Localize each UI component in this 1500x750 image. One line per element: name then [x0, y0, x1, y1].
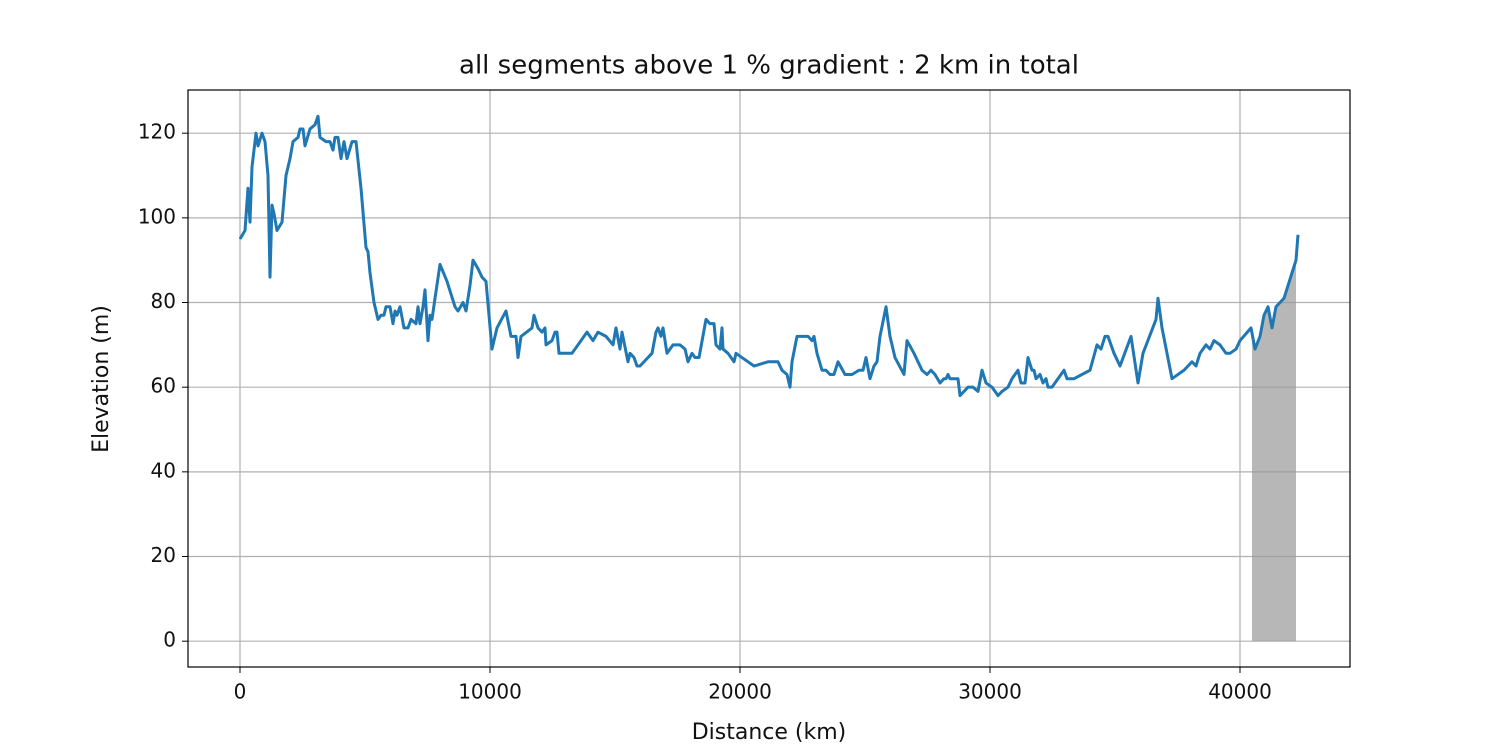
x-tick-label: 10000 — [458, 680, 522, 704]
x-tick-label: 30000 — [958, 680, 1022, 704]
y-tick-label: 100 — [138, 204, 176, 228]
chart-title: all segments above 1 % gradient : 2 km i… — [459, 51, 1079, 81]
y-tick-label: 80 — [151, 289, 176, 313]
y-tick-label: 0 — [163, 628, 176, 652]
x-axis-label: Distance (km) — [692, 720, 847, 745]
plot-frame — [187, 89, 1351, 668]
y-axis-label: Elevation (m) — [89, 305, 114, 453]
y-tick-label: 60 — [151, 374, 176, 398]
y-tick-label: 20 — [151, 543, 176, 567]
highlight-area — [1252, 260, 1296, 642]
x-tick-label: 40000 — [1208, 680, 1272, 704]
y-tick-label: 120 — [138, 120, 176, 144]
x-tick-label: 0 — [234, 680, 247, 704]
elevation-line — [238, 114, 1300, 398]
x-tick-label: 20000 — [708, 680, 772, 704]
y-tick-label: 40 — [151, 458, 176, 482]
